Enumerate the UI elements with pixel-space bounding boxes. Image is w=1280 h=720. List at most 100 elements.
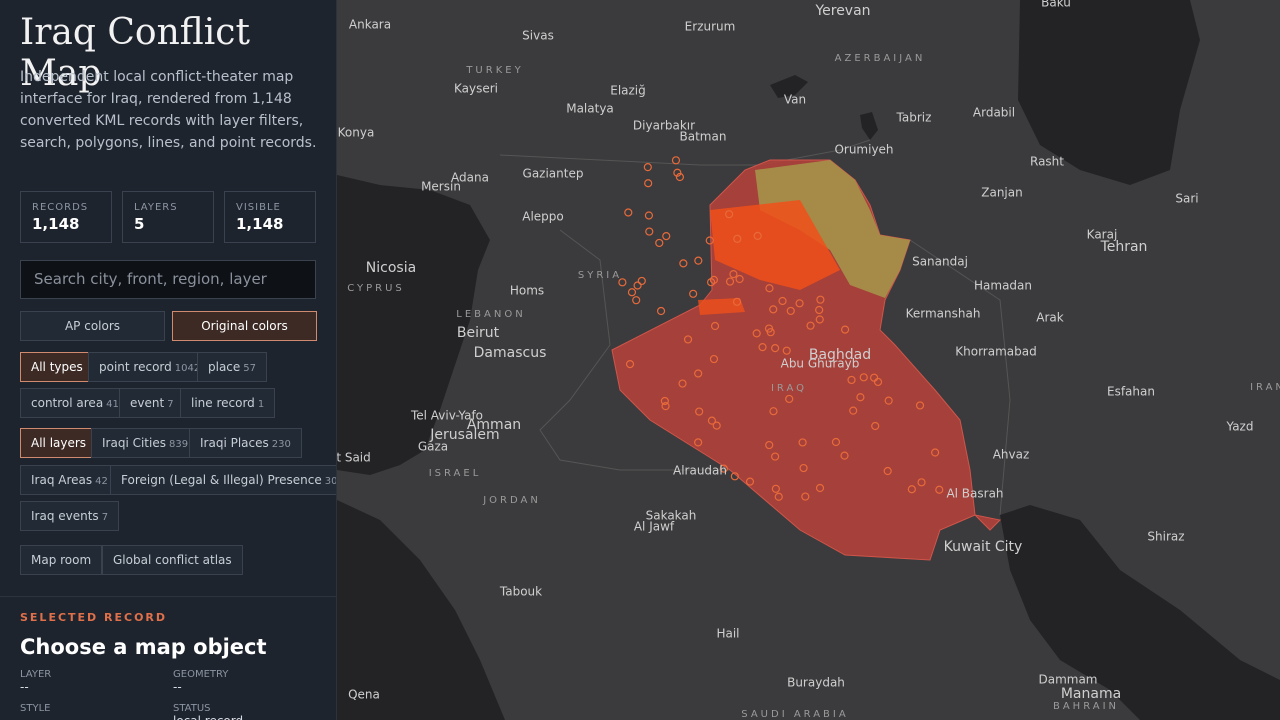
point-record[interactable]: [725, 277, 735, 286]
point-record[interactable]: [815, 483, 825, 493]
filter-button[interactable]: Iraqi Places 230: [189, 428, 302, 458]
point-record[interactable]: [799, 463, 808, 473]
search-input[interactable]: Search city, front, region, layer: [20, 260, 316, 299]
point-record[interactable]: [661, 402, 670, 411]
point-record[interactable]: [683, 335, 693, 344]
filter-button[interactable]: All types: [20, 352, 94, 382]
point-record[interactable]: [733, 234, 742, 243]
point-record[interactable]: [627, 288, 637, 297]
point-record[interactable]: [644, 179, 653, 188]
point-record[interactable]: [884, 396, 893, 405]
point-record[interactable]: [632, 296, 641, 305]
point-record[interactable]: [769, 305, 778, 314]
filter-button[interactable]: event 7: [119, 388, 185, 418]
point-record[interactable]: [771, 344, 780, 353]
point-record[interactable]: [655, 238, 664, 248]
point-record[interactable]: [644, 211, 654, 220]
filter-button[interactable]: Foreign (Legal & Illegal) Presence 30: [110, 465, 336, 495]
point-record[interactable]: [847, 375, 856, 385]
point-record[interactable]: [637, 276, 646, 286]
point-record[interactable]: [917, 478, 926, 487]
point-record[interactable]: [694, 256, 703, 265]
filter-button[interactable]: point record 1042: [88, 352, 212, 382]
point-record[interactable]: [798, 438, 807, 447]
point-record[interactable]: [732, 297, 742, 306]
filter-button[interactable]: Iraq events 7: [20, 501, 120, 531]
point-record[interactable]: [712, 421, 721, 430]
line-area[interactable]: [698, 298, 745, 315]
point-record[interactable]: [859, 373, 868, 382]
point-record[interactable]: [765, 440, 774, 450]
contested-area[interactable]: [710, 200, 840, 290]
filter-button[interactable]: control area 41: [20, 388, 130, 418]
point-record[interactable]: [870, 373, 879, 382]
filter-button[interactable]: Iraqi Cities 839: [91, 428, 200, 458]
point-record[interactable]: [806, 321, 815, 330]
point-record[interactable]: [931, 448, 940, 457]
point-record[interactable]: [625, 360, 635, 369]
point-record[interactable]: [849, 406, 858, 415]
point-record[interactable]: [735, 274, 744, 284]
point-record[interactable]: [840, 451, 849, 460]
point-record[interactable]: [729, 270, 738, 279]
point-record[interactable]: [883, 466, 892, 476]
map[interactable]: Ankara Sivas Erzurum Yerevan Baku TURKEY AZERB…: [337, 0, 1280, 720]
point-record[interactable]: [786, 306, 795, 316]
point-record[interactable]: [752, 329, 761, 338]
point-record[interactable]: [871, 421, 880, 431]
point-record[interactable]: [764, 324, 774, 333]
point-record[interactable]: [769, 407, 778, 416]
point-record[interactable]: [782, 346, 791, 355]
filter-button[interactable]: Iraq Areas 42: [20, 465, 119, 495]
point-record[interactable]: [816, 295, 825, 304]
kurdistan-area[interactable]: [755, 160, 910, 298]
point-record[interactable]: [678, 379, 687, 388]
point-record[interactable]: [660, 396, 669, 406]
filter-button[interactable]: line record 1: [180, 388, 276, 418]
point-record[interactable]: [758, 343, 767, 352]
point-record[interactable]: [840, 325, 850, 334]
point-record[interactable]: [771, 452, 780, 461]
filter-button[interactable]: Global conflict atlas: [102, 545, 243, 575]
point-record[interactable]: [831, 437, 841, 447]
point-record[interactable]: [795, 299, 804, 308]
point-record[interactable]: [671, 156, 681, 165]
point-record[interactable]: [815, 315, 824, 324]
point-record[interactable]: [656, 306, 666, 316]
point-record[interactable]: [915, 401, 925, 410]
filter-button[interactable]: All layers: [20, 428, 98, 458]
point-record[interactable]: [694, 369, 703, 378]
point-record[interactable]: [710, 321, 720, 331]
point-record[interactable]: [801, 492, 810, 501]
filter-button[interactable]: AP colors: [20, 311, 165, 341]
point-record[interactable]: [633, 281, 642, 290]
filter-button[interactable]: Map room: [20, 545, 103, 575]
point-record[interactable]: [856, 393, 865, 402]
point-record[interactable]: [618, 278, 627, 287]
point-record[interactable]: [935, 485, 944, 494]
point-record[interactable]: [785, 394, 794, 404]
point-record[interactable]: [709, 354, 719, 364]
point-record[interactable]: [709, 275, 718, 285]
point-record[interactable]: [675, 172, 685, 182]
filter-button[interactable]: Original colors: [172, 311, 317, 341]
point-record[interactable]: [624, 208, 633, 217]
point-record[interactable]: [689, 289, 698, 298]
point-record[interactable]: [765, 284, 774, 293]
point-record[interactable]: [730, 472, 739, 481]
point-record[interactable]: [815, 305, 824, 315]
filter-button[interactable]: place 57: [197, 352, 268, 382]
point-record[interactable]: [774, 492, 783, 501]
point-record[interactable]: [778, 296, 787, 306]
point-record[interactable]: [662, 232, 671, 241]
point-record[interactable]: [679, 259, 688, 268]
point-record[interactable]: [745, 477, 755, 486]
point-record[interactable]: [694, 438, 703, 447]
point-record[interactable]: [643, 163, 652, 172]
point-record[interactable]: [645, 227, 654, 236]
point-record[interactable]: [719, 464, 728, 473]
point-record[interactable]: [907, 485, 916, 494]
point-record[interactable]: [725, 210, 734, 219]
point-record[interactable]: [673, 168, 682, 177]
point-record[interactable]: [705, 236, 714, 245]
